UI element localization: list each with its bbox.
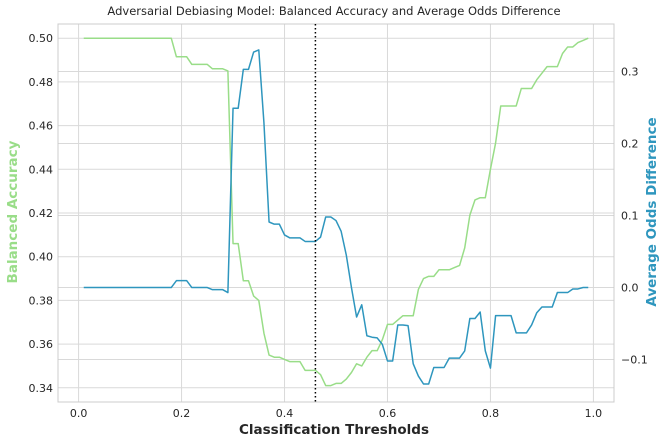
y-right-tick-label-2: 0.1 <box>621 210 639 223</box>
y-right-tick-label-4: 0.3 <box>621 66 639 79</box>
y-left-tick-label-8: 0.50 <box>29 32 54 45</box>
y-left-tick-label-7: 0.48 <box>29 76 54 89</box>
y-axis-right-title: Average Odds Difference <box>644 117 660 306</box>
y-left-tick-label-4: 0.42 <box>29 207 54 220</box>
y-left-tick-label-1: 0.36 <box>29 338 54 351</box>
y-axis-left-title: Balanced Accuracy <box>5 140 21 283</box>
x-axis-title: Classification Thresholds <box>239 422 429 438</box>
series-line-balanced-accuracy <box>83 37 589 387</box>
x-tick-label-1: 0.2 <box>173 407 191 420</box>
x-tick-label-0: 0.0 <box>70 407 88 420</box>
y-right-tick-label-0: −0.1 <box>621 354 648 367</box>
y-right-tick-label-3: 0.2 <box>621 138 639 151</box>
y-left-tick-label-2: 0.38 <box>29 294 54 307</box>
y-left-tick-label-3: 0.40 <box>29 251 54 264</box>
x-tick-label-5: 1.0 <box>585 407 603 420</box>
chart-title: Adversarial Debiasing Model: Balanced Ac… <box>107 4 560 18</box>
x-tick-label-4: 0.8 <box>482 407 500 420</box>
series-line-average-odds-difference <box>83 49 589 385</box>
plot-frame <box>57 23 615 403</box>
x-tick-label-3: 0.6 <box>379 407 397 420</box>
plot-area: 0.0 0.2 0.4 0.6 0.8 1.0 0.34 0.36 0.38 0.40 0.42 0.… <box>29 23 648 420</box>
y-left-tick-label-0: 0.34 <box>29 382 54 395</box>
y-left-tick-label-5: 0.44 <box>29 163 54 176</box>
x-tick-label-2: 0.4 <box>276 407 294 420</box>
y-right-tick-label-1: 0.0 <box>621 282 639 295</box>
y-left-tick-label-6: 0.46 <box>29 120 54 133</box>
